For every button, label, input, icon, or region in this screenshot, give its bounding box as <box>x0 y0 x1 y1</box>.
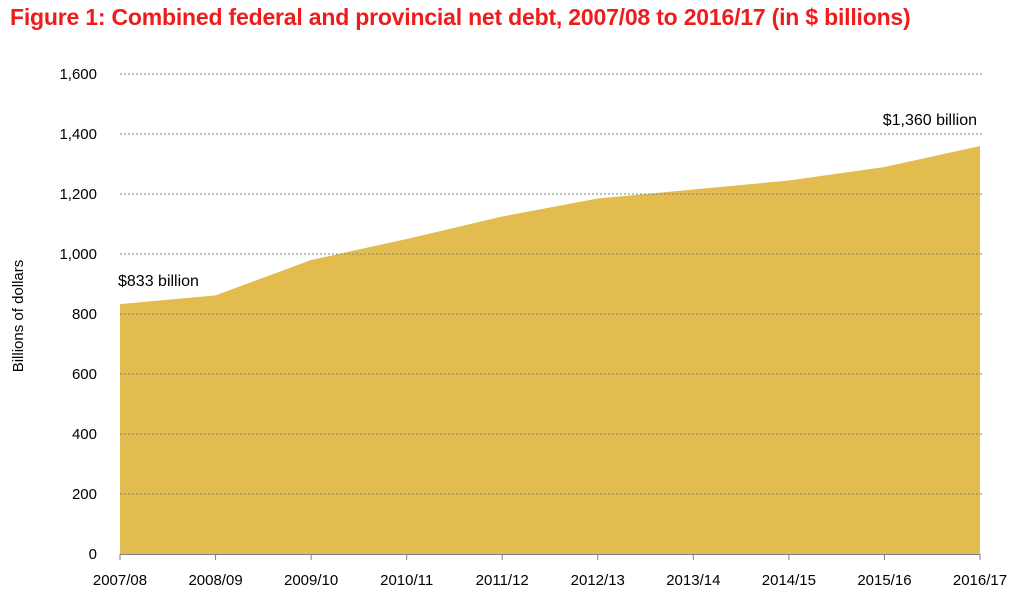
x-tick-label: 2012/13 <box>571 572 625 589</box>
x-tick-label: 2015/16 <box>857 572 911 589</box>
y-tick-label: 1,000 <box>59 246 97 263</box>
x-tick-label: 2008/09 <box>188 572 242 589</box>
y-tick-label: 1,400 <box>59 126 97 143</box>
data-label: $1,360 billion <box>883 112 977 129</box>
chart-title: Figure 1: Combined federal and provincia… <box>10 4 911 30</box>
data-label: $833 billion <box>118 273 199 290</box>
y-axis-title: Billions of dollars <box>10 260 27 373</box>
y-tick-label: 600 <box>72 366 97 383</box>
y-tick-label: 1,600 <box>59 66 97 83</box>
y-tick-label: 800 <box>72 306 97 323</box>
area-series <box>120 146 980 554</box>
x-tick-label: 2014/15 <box>762 572 816 589</box>
y-tick-label: 1,200 <box>59 186 97 203</box>
x-tick-label: 2010/11 <box>380 572 433 589</box>
x-tick-label: 2007/08 <box>93 572 147 589</box>
x-tick-label: 2016/17 <box>953 572 1007 589</box>
y-tick-label: 200 <box>72 486 97 503</box>
annotations: $833 billion $1,360 billion <box>118 112 977 290</box>
y-axis: 0 200 400 600 800 1,000 1,200 1,400 1,600 <box>59 66 97 563</box>
x-tick-labels: 2007/08 2008/09 2009/10 2010/11 2011/12 2012/… <box>93 572 1007 589</box>
y-tick-label: 400 <box>72 426 97 443</box>
x-tick-label: 2009/10 <box>284 572 338 589</box>
y-tick-label: 0 <box>89 546 97 563</box>
x-tick-label: 2013/14 <box>666 572 720 589</box>
x-tick-label: 2011/12 <box>476 572 529 589</box>
area-fill <box>120 146 980 554</box>
x-axis <box>119 554 981 560</box>
